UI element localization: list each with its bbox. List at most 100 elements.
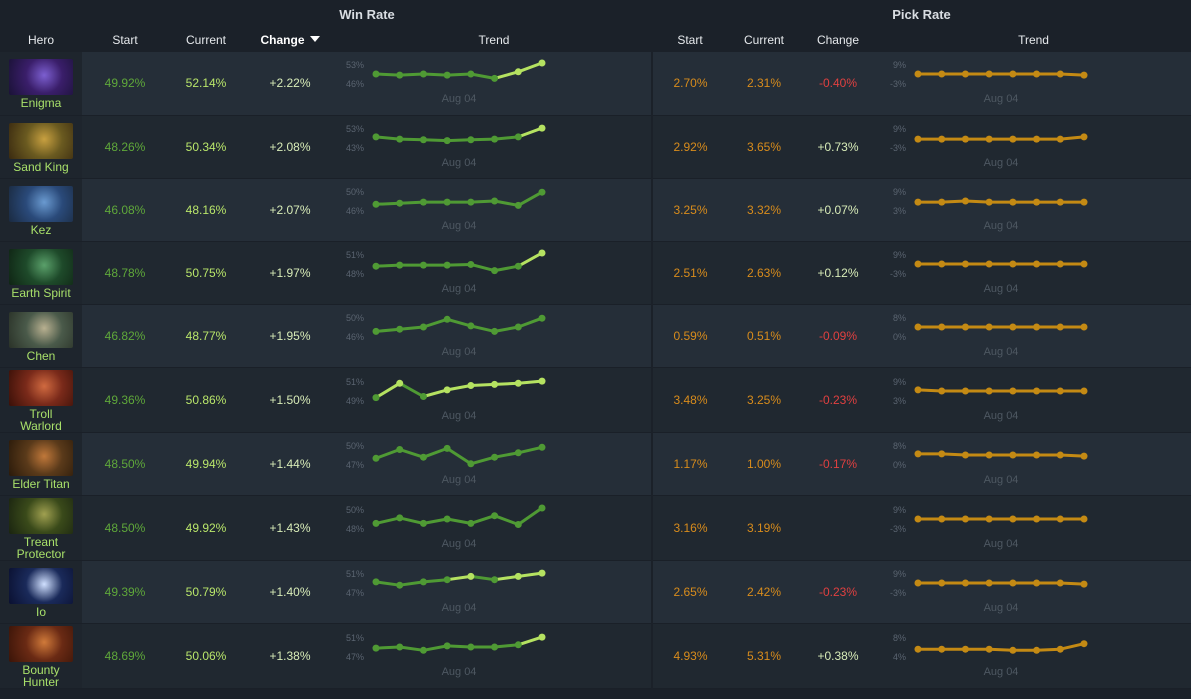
wr-trend-point[interactable] [538,443,545,451]
pr-trend-point[interactable] [1080,639,1088,647]
pr-trend-point[interactable] [961,70,969,78]
pr-trend-point[interactable] [914,385,922,393]
pr-trend-point[interactable] [961,135,969,143]
wr-trend-point[interactable] [538,633,545,641]
wr-trend-point[interactable] [395,379,403,387]
hero-cell[interactable]: Elder Titan [0,432,82,496]
pr-trend-point[interactable] [1008,135,1016,143]
pr-trend-point[interactable] [1056,515,1064,522]
wr-trend-point[interactable] [372,644,379,652]
hero-name[interactable]: Earth Spirit [11,285,71,300]
table-row[interactable]: Earth Spirit 48.78% 50.75% +1.97% 51% 48% Aug … [0,241,1191,305]
wr-trend-point[interactable] [490,135,498,143]
table-row[interactable]: Treant Protector 48.50% 49.92% +1.43% 50% 48%… [0,495,1191,561]
wr-trend-point[interactable] [395,71,403,79]
hero-name[interactable]: Bounty Hunter [22,662,60,689]
pr-trend-point[interactable] [937,645,945,653]
hero-portrait[interactable] [9,439,73,476]
wr-trend-point[interactable] [443,261,451,269]
pr-trend-point[interactable] [961,387,969,394]
wr-trend-point[interactable] [372,393,379,401]
wr-trend-point[interactable] [395,643,403,650]
wr-trend-point[interactable] [514,262,522,270]
hero-name[interactable]: Enigma [20,96,62,111]
pr-trend-point[interactable] [985,645,993,653]
pr-trend-point[interactable] [1056,198,1064,206]
wr-trend-point[interactable] [490,511,498,519]
wr-trend-point[interactable] [395,513,403,521]
pr-trend-point[interactable] [961,579,969,586]
wr-trend-point[interactable] [514,323,522,330]
col-hero[interactable]: Hero [27,33,54,47]
pr-trend-point[interactable] [985,579,993,586]
wr-trend-point[interactable] [466,381,474,389]
pr-trend-point[interactable] [1008,198,1016,206]
wr-trend-point[interactable] [466,459,474,467]
wr-trend-point[interactable] [466,643,474,650]
pr-trend-point[interactable] [914,70,922,78]
wr-trend-point[interactable] [538,188,545,196]
wr-trend-point[interactable] [443,575,451,583]
pr-trend-point[interactable] [1032,260,1040,267]
pr-trend-point[interactable] [1032,198,1040,206]
pr-trend-point[interactable] [985,70,993,78]
pr-trend-point[interactable] [914,198,922,206]
hero-name[interactable]: Treant Protector [16,534,66,561]
wr-trend-point[interactable] [372,70,379,78]
pr-trend-point[interactable] [985,135,993,143]
wr-trend-point[interactable] [490,643,498,650]
wr-trend-point[interactable] [514,640,522,648]
wr-trend-point[interactable] [466,321,474,329]
col-wr-current[interactable]: Current [185,33,226,47]
wr-trend-point[interactable] [514,68,522,76]
hero-portrait[interactable] [9,185,73,222]
hero-name[interactable]: Sand King [13,159,69,174]
wr-trend-point[interactable] [490,453,498,461]
pr-trend-point[interactable] [914,579,922,586]
pr-trend-point[interactable] [1080,387,1088,394]
pr-trend-point[interactable] [1056,387,1064,394]
wr-trend-point[interactable] [514,379,522,387]
hero-name[interactable]: Chen [26,348,56,363]
hero-name[interactable]: Kez [30,222,52,237]
hero-cell[interactable]: Troll Warlord [0,367,82,433]
pr-trend-point[interactable] [961,197,969,204]
pr-trend-point[interactable] [1032,515,1040,522]
pr-trend-point[interactable] [937,449,945,457]
hero-cell[interactable]: Enigma [0,52,82,116]
pr-trend-point[interactable] [1032,323,1040,330]
hero-portrait[interactable] [9,248,73,285]
wr-trend-point[interactable] [395,325,403,333]
pr-trend-point[interactable] [1080,71,1088,79]
pr-trend-point[interactable] [937,198,945,206]
pr-trend-point[interactable] [914,323,922,330]
wr-trend-point[interactable] [372,327,379,335]
pr-trend-point[interactable] [937,70,945,78]
wr-trend-point[interactable] [490,75,498,83]
pr-trend-point[interactable] [1032,579,1040,586]
hero-portrait[interactable] [9,311,73,348]
hero-name[interactable]: Elder Titan [12,476,70,491]
hero-portrait[interactable] [9,497,73,534]
pr-trend-point[interactable] [914,449,922,457]
wr-trend-point[interactable] [419,198,427,206]
hero-cell[interactable]: Earth Spirit [0,241,82,305]
wr-trend-point[interactable] [419,577,427,585]
pr-trend-point[interactable] [985,515,993,522]
pr-trend-point[interactable] [1080,198,1088,206]
pr-trend-point[interactable] [937,135,945,143]
wr-trend-point[interactable] [372,454,379,462]
pr-trend-point[interactable] [1056,323,1064,330]
hero-name[interactable]: Troll Warlord [20,406,62,433]
pr-trend-point[interactable] [937,515,945,522]
wr-trend-point[interactable] [443,515,451,522]
wr-trend-point[interactable] [443,136,451,144]
pr-trend-point[interactable] [1008,515,1016,522]
pr-trend-point[interactable] [1008,451,1016,458]
wr-trend-point[interactable] [443,641,451,649]
pr-trend-point[interactable] [1056,451,1064,458]
pr-trend-point[interactable] [1056,70,1064,78]
wr-trend-point[interactable] [490,266,498,274]
hero-cell[interactable]: Kez [0,178,82,242]
pr-trend-point[interactable] [1032,70,1040,78]
